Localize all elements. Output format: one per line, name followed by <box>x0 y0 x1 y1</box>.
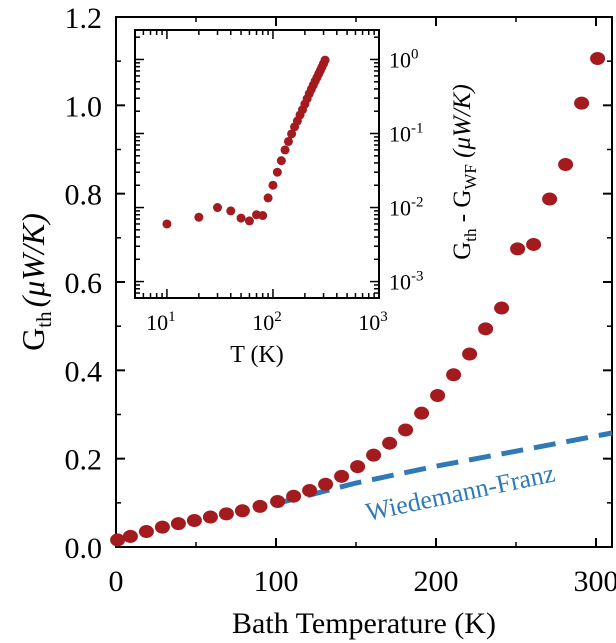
inset-data-point <box>287 129 297 139</box>
main-y-axis-label-sub: th <box>32 311 56 328</box>
main-data-point <box>186 514 202 527</box>
main-data-point <box>234 504 250 518</box>
main-data-point <box>334 469 350 483</box>
inset-x-tick-label: 103 <box>358 309 388 335</box>
main-y-axis-label-main: G <box>15 328 51 351</box>
main-data-point <box>382 436 398 450</box>
inset-data-point <box>280 145 290 155</box>
inset-y-axis-label-unit: (μW/K) <box>449 84 476 164</box>
inset-data-point <box>272 167 282 177</box>
main-y-tick-label: 1.2 <box>65 2 103 35</box>
main-ticks: 0 100 200 300 0.0 0.2 0.4 0.6 0.8 1.0 1.2 <box>65 2 616 598</box>
main-data-point <box>462 347 478 361</box>
inset-data-point <box>226 206 236 216</box>
main-data-point <box>218 507 234 521</box>
inset-series <box>162 55 330 229</box>
main-y-tick-label: 0.2 <box>65 444 103 477</box>
main-data-point <box>154 520 170 534</box>
main-y-tick-label: 1.0 <box>65 90 103 123</box>
main-data-point <box>590 52 606 66</box>
main-data-point <box>252 499 268 513</box>
main-data-point <box>350 460 366 474</box>
main-data-point <box>286 489 302 503</box>
inset-x-tick-label: 102 <box>252 309 282 335</box>
main-y-axis-label: Gth (μW/K) <box>15 213 56 351</box>
main-data-point <box>558 158 574 172</box>
inset-y-tick-label: 10-2 <box>389 195 424 221</box>
wiedemann-franz-annotation: Wiedemann-Franz <box>363 458 557 526</box>
inset-y-axis-label: Gth - GWF (μW/K) <box>449 84 480 260</box>
main-data-point <box>122 529 138 543</box>
inset-y-axis-label-a: G <box>449 242 476 260</box>
inset-y-axis-label-b-sub: WF <box>461 164 480 190</box>
inset-data-point <box>283 136 293 146</box>
main-data-point <box>510 242 526 256</box>
inset-data-point <box>236 213 246 223</box>
inset-data-point <box>213 203 223 213</box>
inset-y-tick-label: 10-3 <box>389 269 424 295</box>
main-x-tick-label: 200 <box>414 565 459 598</box>
inset-data-point <box>320 55 330 65</box>
main-y-tick-label: 0.6 <box>65 267 103 300</box>
main-data-point <box>430 389 446 403</box>
main-y-axis-label-unit: (μW/K) <box>15 213 51 307</box>
inset-data-point <box>162 219 172 229</box>
inset-y-tick-label: 10-1 <box>389 120 424 146</box>
inset-y-tick-label: 100 <box>389 46 419 72</box>
main-y-tick-label: 0.4 <box>65 355 103 388</box>
main-x-tick-label: 100 <box>254 565 299 598</box>
inset-data-point <box>276 156 286 166</box>
main-data-point <box>366 448 382 462</box>
main-data-point <box>318 477 334 491</box>
main-data-point <box>302 483 318 497</box>
inset-x-axis-label: T (K) <box>230 342 284 368</box>
main-data-point <box>110 533 126 547</box>
main-data-point <box>542 192 558 206</box>
inset-data-point <box>244 216 254 226</box>
main-series <box>110 52 613 547</box>
main-data-point <box>398 423 414 437</box>
inset-background <box>135 30 379 298</box>
main-data-point <box>270 495 286 509</box>
main-data-point <box>170 517 186 531</box>
main-data-point <box>494 301 510 315</box>
main-data-point <box>446 368 462 382</box>
inset-data-point <box>258 211 268 221</box>
main-y-tick-label: 0.0 <box>65 532 103 565</box>
main-x-tick-label: 300 <box>574 565 616 598</box>
main-data-point <box>574 96 590 110</box>
main-data-point <box>138 525 154 539</box>
inset-data-point <box>268 180 278 190</box>
main-data-point <box>414 406 430 420</box>
inset-x-tick-label: 101 <box>146 309 176 335</box>
inset-data-point <box>194 212 204 222</box>
inset-y-axis-label-mid: - G <box>449 190 476 229</box>
inset-plot-frame <box>134 29 380 299</box>
main-x-tick-label: 0 <box>109 565 124 598</box>
main-data-point <box>526 237 542 251</box>
main-y-tick-label: 0.8 <box>65 179 103 212</box>
main-data-point <box>202 510 218 524</box>
inset-y-axis-label-a-sub: th <box>461 228 480 242</box>
main-x-axis-label: Bath Temperature (K) <box>232 607 496 640</box>
main-data-point <box>478 322 494 336</box>
wiedemann-franz-line <box>275 430 613 507</box>
inset-data-point <box>263 193 273 203</box>
